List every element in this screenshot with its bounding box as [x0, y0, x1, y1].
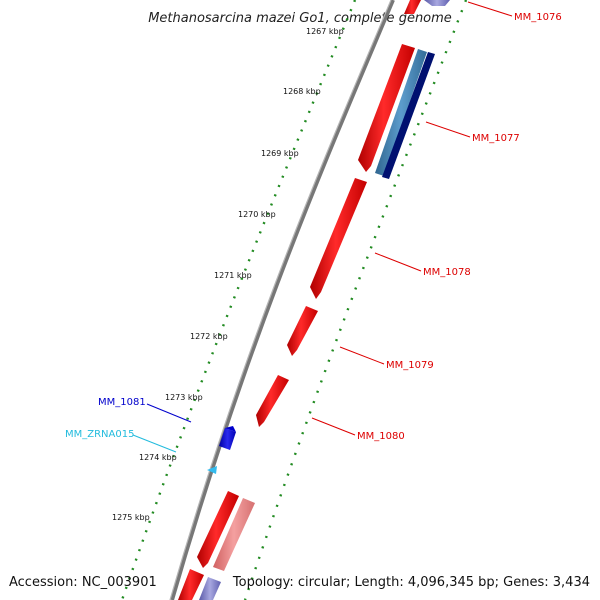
gene-mm1078-feature [310, 178, 367, 299]
leader-mm1076 [467, 1, 513, 17]
gene-lower-lavender [199, 577, 221, 600]
leader-mmzrna015 [132, 434, 177, 453]
gene-mm1077-steel [375, 49, 427, 176]
gene-mm1076-pseudo [424, 0, 450, 6]
ruler-labels: 1267 kbp 1268 kbp 1269 kbp 1270 kbp 1271… [112, 27, 344, 522]
leader-mm1079 [339, 346, 385, 365]
gene-label-mm1079[interactable]: MM_1079 [386, 360, 434, 371]
ruler-tick-1274: 1274 kbp [139, 453, 177, 462]
gene-lower-pink [213, 498, 255, 571]
gene-mmzrna015-feature [207, 466, 217, 474]
ruler-tick-1273: 1273 kbp [165, 393, 203, 402]
ruler-tick-1275: 1275 kbp [112, 513, 150, 522]
gene-label-mm1078[interactable]: MM_1078 [423, 267, 471, 278]
ruler-tick-1268: 1268 kbp [283, 87, 321, 96]
accession-text: Accession: NC_003901 [9, 575, 157, 590]
gene-label-mm1077[interactable]: MM_1077 [472, 133, 520, 144]
leader-mm1078 [374, 252, 422, 272]
gene-lower-red-2 [178, 569, 204, 600]
gene-lower-red-1 [197, 491, 239, 568]
genome-backbone-highlight [169, 0, 392, 600]
gene-mm1080-feature [256, 375, 289, 427]
gene-mm1081-feature [219, 428, 236, 450]
gene-mm1079-feature [287, 306, 318, 356]
leader-mm1077 [425, 121, 471, 138]
forward-genes [178, 0, 450, 600]
gene-mm1076-feature [404, 0, 421, 14]
ruler-tick-1272: 1272 kbp [190, 332, 228, 341]
leader-mm1080 [311, 417, 356, 436]
ruler-tick-1269: 1269 kbp [261, 149, 299, 158]
label-leaders [132, 1, 513, 453]
genome-stats-text: Topology: circular; Length: 4,096,345 bp… [232, 575, 590, 590]
ruler-track [120, 0, 357, 600]
ruler-tick-1270: 1270 kbp [238, 210, 276, 219]
gene-label-mm1080[interactable]: MM_1080 [357, 431, 405, 442]
gene-mm1077-navy [382, 52, 435, 179]
map-title: Methanosarcina mazei Go1, complete genom… [148, 11, 452, 26]
genome-backbone [170, 0, 395, 600]
gene-label-mmzrna015[interactable]: MM_ZRNA015 [65, 429, 134, 440]
gene-label-mm1076[interactable]: MM_1076 [514, 12, 562, 23]
ruler-tick-1267: 1267 kbp [306, 27, 344, 36]
ruler-tick-1271: 1271 kbp [214, 271, 252, 280]
gene-labels: MM_1076 MM_1077 MM_1078 MM_1079 MM_1080 … [65, 12, 562, 442]
gene-label-mm1081[interactable]: MM_1081 [98, 397, 146, 408]
gene-mm1081-arrow [225, 426, 236, 432]
gene-mm1077-feature [358, 44, 415, 172]
leader-mm1081 [146, 403, 192, 423]
